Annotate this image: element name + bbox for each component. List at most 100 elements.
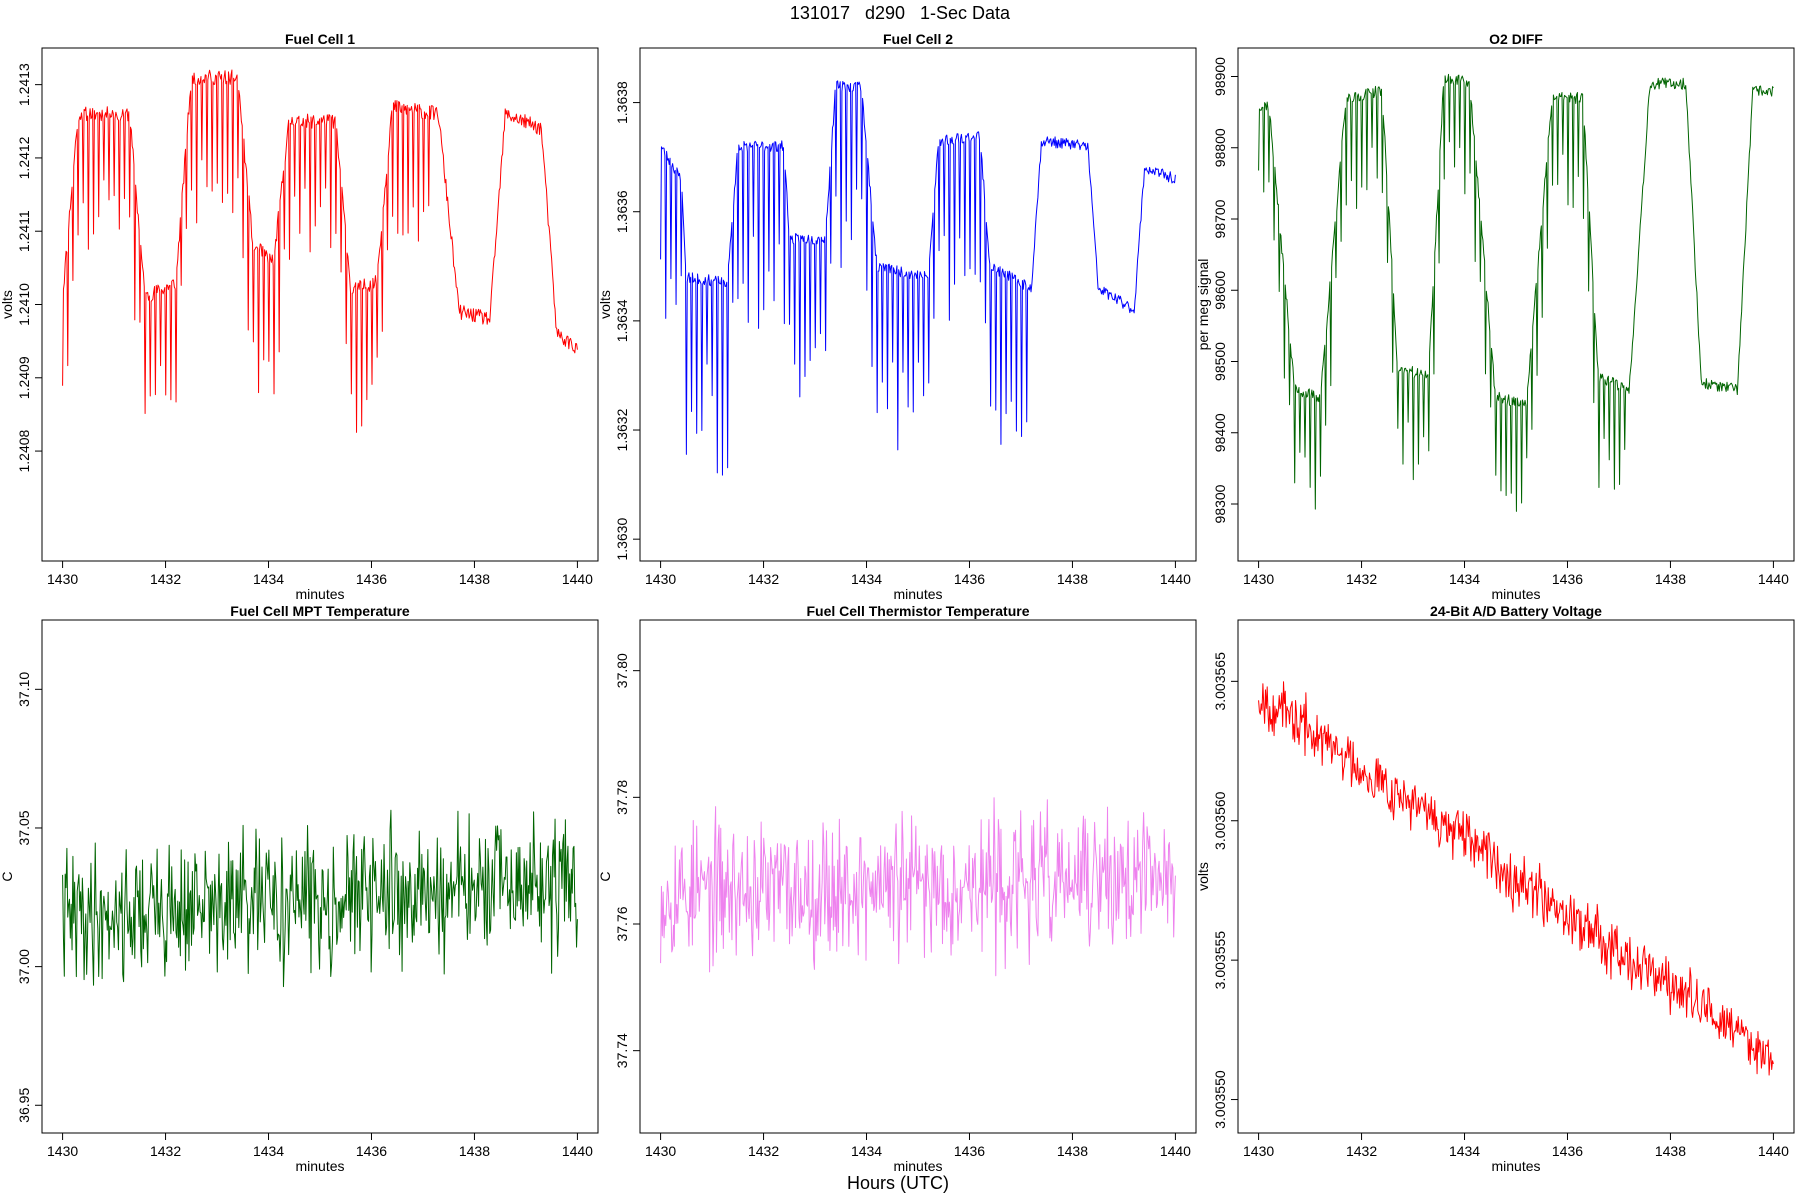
x-tick-label: 1438	[459, 1143, 490, 1159]
x-tick-label: 1438	[1057, 571, 1088, 587]
x-tick-label: 1436	[1552, 571, 1583, 587]
series-line	[62, 69, 578, 433]
y-axis-label: C	[597, 871, 613, 881]
x-axis-label: minutes	[295, 586, 344, 602]
x-tick-label: 1432	[748, 1143, 779, 1159]
y-tick-label: 98900	[1212, 57, 1228, 96]
x-tick-label: 1434	[851, 1143, 882, 1159]
y-axis: 1.3630 1.3632 1.3634 1.3636 1.3638	[614, 81, 640, 561]
plot-frame	[639, 47, 1197, 562]
x-tick-label: 1430	[1243, 1143, 1274, 1159]
panel-title: 24-Bit A/D Battery Voltage	[1430, 603, 1602, 619]
y-tick-label: 1.2411	[16, 210, 32, 252]
x-tick-label: 1430	[645, 1143, 676, 1159]
x-tick-label: 1438	[1057, 1143, 1088, 1159]
panel-thermistor-temperature: Fuel Cell Thermistor Temperature 1430 1432…	[597, 603, 1197, 1174]
x-axis-label: minutes	[1491, 586, 1540, 602]
x-tick-label: 1434	[1449, 571, 1480, 587]
series-line	[62, 809, 578, 988]
y-tick-label: 36.95	[16, 1088, 32, 1123]
y-tick-label: 1.3632	[614, 408, 630, 451]
series-line	[1258, 681, 1774, 1076]
x-tick-label: 1438	[459, 571, 490, 587]
plot-frame	[1237, 47, 1795, 562]
x-tick-label: 1440	[562, 571, 593, 587]
x-tick-label: 1436	[954, 571, 985, 587]
y-tick-label: 3.003560	[1212, 791, 1228, 850]
x-tick-label: 1432	[150, 571, 181, 587]
x-tick-label: 1430	[645, 571, 676, 587]
y-tick-label: 37.05	[16, 810, 32, 845]
x-tick-label: 1430	[47, 571, 78, 587]
series-line	[660, 80, 1176, 476]
x-tick-label: 1434	[253, 571, 284, 587]
x-axis-label: minutes	[1491, 1158, 1540, 1174]
y-tick-label: 37.78	[614, 780, 630, 815]
x-tick-label: 1432	[150, 1143, 181, 1159]
y-tick-label: 1.3636	[614, 190, 630, 233]
x-axis: 1430 1432 1434 1436 1438 1440	[645, 1133, 1191, 1159]
x-tick-label: 1432	[1346, 571, 1377, 587]
y-axis-label: volts	[0, 290, 15, 319]
x-tick-label: 1430	[47, 1143, 78, 1159]
y-tick-label: 3.003565	[1212, 652, 1228, 711]
x-tick-label: 1432	[1346, 1143, 1377, 1159]
y-tick-label: 37.80	[614, 653, 630, 688]
outer-x-label: Hours (UTC)	[847, 1173, 949, 1193]
series-line	[660, 797, 1176, 977]
y-tick-label: 98800	[1212, 128, 1228, 167]
x-tick-label: 1440	[562, 1143, 593, 1159]
y-tick-label: 37.10	[16, 672, 32, 707]
y-tick-label: 1.2409	[16, 356, 32, 399]
y-tick-label: 1.3630	[614, 518, 630, 561]
y-tick-label: 98500	[1212, 342, 1228, 381]
x-tick-label: 1434	[851, 571, 882, 587]
x-axis: 1430 1432 1434 1436 1438 1440	[645, 561, 1191, 587]
y-tick-label: 1.2413	[16, 63, 32, 106]
y-axis-label: C	[0, 871, 15, 881]
y-tick-label: 3.003555	[1212, 931, 1228, 990]
y-tick-label: 37.00	[16, 949, 32, 984]
x-axis: 1430 1432 1434 1436 1438 1440	[1243, 1133, 1789, 1159]
x-tick-label: 1438	[1655, 1143, 1686, 1159]
y-tick-label: 37.76	[614, 906, 630, 941]
x-tick-label: 1436	[1552, 1143, 1583, 1159]
x-axis-label: minutes	[893, 586, 942, 602]
panel-title: Fuel Cell 2	[883, 31, 953, 47]
plot-frame	[639, 619, 1197, 1134]
plot-frame	[1237, 619, 1795, 1134]
series-line	[1258, 73, 1774, 512]
x-axis: 1430 1432 1434 1436 1438 1440	[47, 561, 593, 587]
panel-o2-diff: O2 DIFF 1430 1432 1434 1436 1438 1440 minutes 98…	[1195, 31, 1795, 602]
x-tick-label: 1440	[1758, 571, 1789, 587]
x-tick-label: 1432	[748, 571, 779, 587]
panel-title: Fuel Cell Thermistor Temperature	[806, 603, 1029, 619]
panel-title: Fuel Cell MPT Temperature	[230, 603, 410, 619]
y-axis-label: volts	[597, 290, 613, 319]
x-tick-label: 1440	[1160, 571, 1191, 587]
plot-frame	[41, 619, 599, 1134]
y-tick-label: 1.2412	[16, 136, 32, 179]
y-tick-label: 98600	[1212, 271, 1228, 310]
y-axis: 3.003550 3.003555 3.003560 3.003565	[1212, 652, 1238, 1129]
x-tick-label: 1440	[1758, 1143, 1789, 1159]
y-tick-label: 1.3634	[614, 299, 630, 342]
x-axis: 1430 1432 1434 1436 1438 1440	[1243, 561, 1789, 587]
panel-mpt-temperature: Fuel Cell MPT Temperature 1430 1432 1434 143…	[0, 603, 599, 1174]
y-tick-label: 98300	[1212, 484, 1228, 523]
x-tick-label: 1434	[253, 1143, 284, 1159]
x-tick-label: 1436	[954, 1143, 985, 1159]
y-tick-label: 1.3638	[614, 81, 630, 124]
figure-title: 131017 d290 1-Sec Data	[790, 3, 1011, 23]
y-tick-label: 3.003550	[1212, 1070, 1228, 1129]
y-axis: 37.74 37.76 37.78 37.80	[614, 653, 640, 1068]
x-tick-label: 1440	[1160, 1143, 1191, 1159]
y-tick-label: 37.74	[614, 1033, 630, 1068]
panel-title: Fuel Cell 1	[285, 31, 355, 47]
x-tick-label: 1430	[1243, 571, 1274, 587]
y-tick-label: 98700	[1212, 199, 1228, 238]
x-tick-label: 1436	[356, 1143, 387, 1159]
x-axis-label: minutes	[893, 1158, 942, 1174]
x-tick-label: 1436	[356, 571, 387, 587]
